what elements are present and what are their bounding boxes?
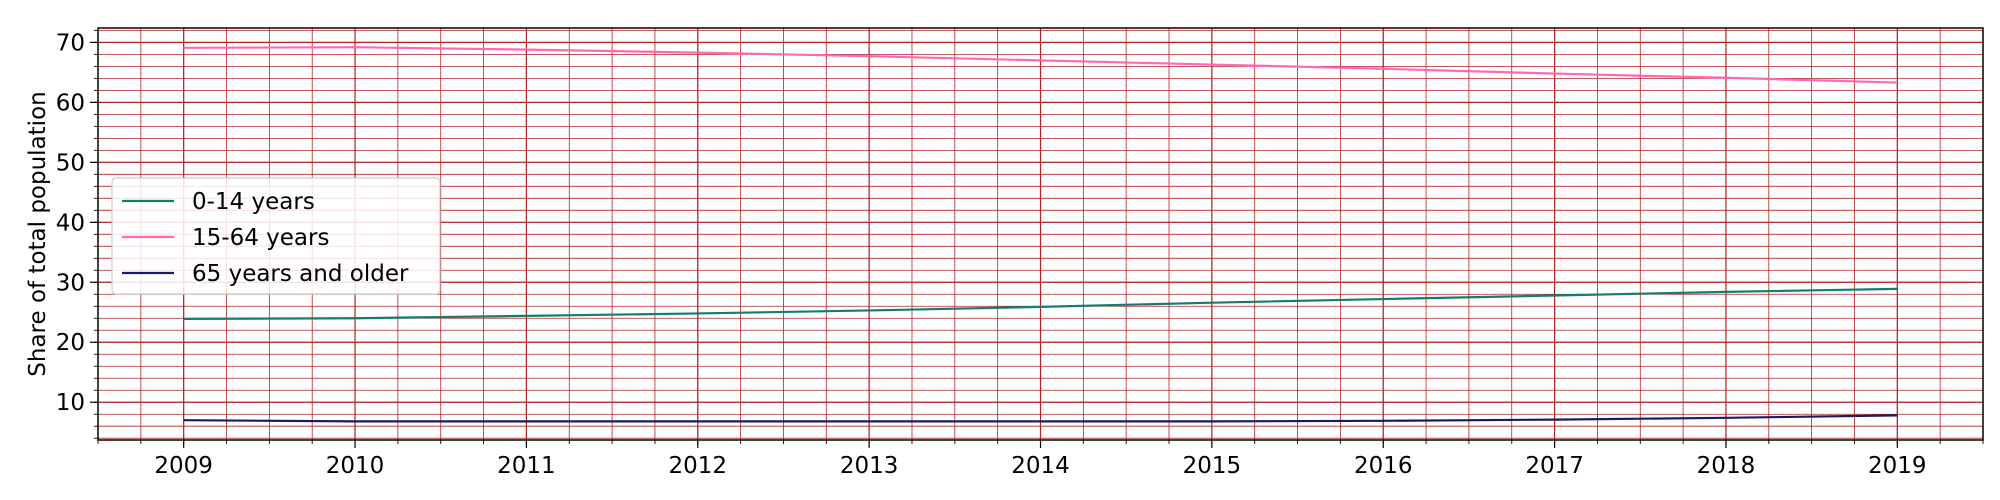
series-line-0 <box>183 287 1898 320</box>
x-tick-label: 2013 <box>840 453 899 479</box>
legend: 0-14 years 15-64 years 65 years and older <box>111 177 441 295</box>
major-grid <box>98 28 1983 440</box>
x-tick-label: 2019 <box>1868 453 1927 479</box>
y-tick-label: 60 <box>56 90 85 116</box>
y-tick-label: 70 <box>56 30 85 56</box>
x-axis: 2009 2010 2011 2012 2013 2014 2015 2016 2017 2018… <box>97 440 1984 479</box>
x-tick-label: 2012 <box>668 453 727 479</box>
y-tick-label: 20 <box>56 330 85 356</box>
series-line-1 <box>183 46 1898 84</box>
y-axis-label: Share of total population <box>25 91 51 376</box>
y-tick-label: 40 <box>56 210 85 236</box>
x-tick-label: 2018 <box>1697 453 1756 479</box>
legend-box <box>111 177 441 295</box>
legend-label-2: 65 years and older <box>192 261 409 287</box>
series-layer <box>183 46 1898 423</box>
x-tick-label: 2017 <box>1525 453 1584 479</box>
x-tick-label: 2014 <box>1011 453 1070 479</box>
legend-label-1: 15-64 years <box>192 225 329 251</box>
y-tick-label: 50 <box>56 150 85 176</box>
x-tick-label: 2016 <box>1354 453 1413 479</box>
x-tick-label: 2015 <box>1183 453 1242 479</box>
y-tick-label: 30 <box>56 270 85 296</box>
series-line-2 <box>183 414 1898 423</box>
x-tick-label: 2011 <box>497 453 556 479</box>
y-axis: 10 20 30 40 50 60 70 <box>56 29 98 439</box>
legend-label-0: 0-14 years <box>192 189 315 215</box>
x-tick-label: 2009 <box>154 453 213 479</box>
x-tick-label: 2010 <box>326 453 385 479</box>
y-tick-label: 10 <box>56 390 85 416</box>
